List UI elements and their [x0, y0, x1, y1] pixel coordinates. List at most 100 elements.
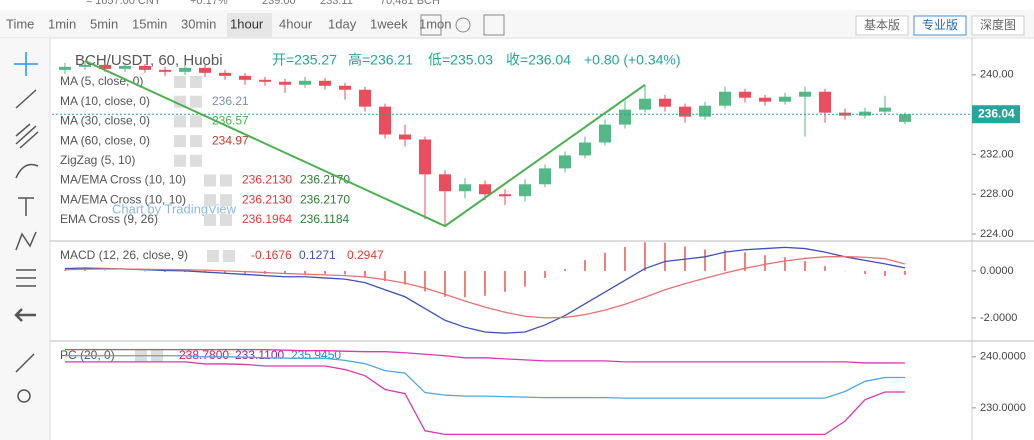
indicator-button[interactable]: [204, 194, 216, 207]
indicator-value: 236.1964: [242, 212, 292, 226]
indicator-button[interactable]: [204, 174, 216, 187]
y-tick-label: -2.0000: [980, 312, 1017, 324]
view-label: 基本版: [864, 18, 900, 32]
chart-title: BCH/USDT, 60, Huobi: [75, 52, 223, 69]
candle-body: [819, 91, 831, 113]
indicator-button[interactable]: [190, 115, 202, 128]
indicator-line: [65, 361, 906, 436]
indicator-button[interactable]: [207, 250, 219, 262]
tab[interactable]: 30min: [181, 16, 216, 31]
measure-tool[interactable]: [15, 353, 35, 373]
view-label: 专业版: [922, 17, 958, 32]
view-button[interactable]: [855, 15, 909, 36]
indicator-line: [65, 349, 906, 364]
indicator-value: 0.1271: [299, 248, 336, 262]
brush-tool[interactable]: [15, 163, 39, 179]
indicator-button[interactable]: [190, 76, 202, 88]
indicator-value: 236.2170: [300, 192, 350, 206]
indicator-line: [65, 355, 906, 399]
tab[interactable]: 4hour: [279, 16, 313, 31]
settings-icon[interactable]: [455, 17, 471, 33]
compare-icon[interactable]: [420, 14, 442, 36]
candle-body: [499, 194, 511, 197]
candle-body: [419, 139, 431, 175]
ohlc-legend: 收=236.04: [506, 52, 571, 68]
tab[interactable]: 1mon: [419, 16, 452, 31]
indicator-icon[interactable]: [483, 14, 505, 36]
zigzag-line: [84, 59, 646, 228]
prediction-tool[interactable]: [16, 269, 36, 287]
indicator-value: 236.21: [212, 94, 249, 108]
candle-body: [119, 65, 131, 69]
y-tick-label: 224.00: [980, 228, 1014, 240]
candle-body: [219, 72, 231, 76]
indicator-name: ZigZag (5, 10): [60, 153, 135, 167]
indicator-button[interactable]: [220, 174, 232, 187]
candle-body: [319, 80, 331, 86]
candle-body: [279, 81, 291, 85]
indicator-line: [64, 246, 906, 334]
tab[interactable]: 5min: [90, 16, 118, 31]
candle-body: [439, 174, 451, 192]
candle-body: [559, 155, 571, 169]
indicator-value: 0.2947: [347, 248, 384, 262]
last-price-tag: [972, 105, 1020, 124]
indicator-value: 236.2130: [242, 173, 292, 187]
indicator-button[interactable]: [190, 154, 202, 167]
candle-body: [679, 106, 691, 117]
indicator-button[interactable]: [174, 135, 186, 148]
indicator-value: 236.2130: [242, 192, 292, 206]
tab[interactable]: 1day: [328, 16, 357, 31]
candle-body: [579, 142, 591, 156]
indicator-name: MA/EMA Cross (10, 10): [60, 173, 186, 187]
last-price-label: 236.04: [978, 106, 1015, 120]
view-button[interactable]: [971, 15, 1025, 36]
tab[interactable]: 1week: [370, 16, 408, 31]
y-tick-label: 232.00: [980, 148, 1014, 160]
ohlc-legend: +0.80 (+0.34%): [584, 52, 681, 68]
zoom-tool[interactable]: [17, 389, 31, 403]
line-tool[interactable]: [15, 89, 37, 109]
indicator-button[interactable]: [174, 95, 186, 108]
tool-icons: [14, 52, 39, 403]
candle-body: [539, 168, 551, 185]
candle-body: [79, 64, 91, 67]
indicator-button[interactable]: [220, 213, 232, 226]
indicator-name: MA/EMA Cross (10, 10): [60, 192, 186, 206]
indicator-value: 236.57: [212, 114, 249, 128]
indicator-button[interactable]: [223, 250, 235, 262]
candle-body: [879, 107, 891, 112]
indicator-name: EMA Cross (9, 26): [60, 212, 158, 226]
pattern-tool[interactable]: [15, 231, 37, 251]
ohlc-legend: 高=236.21: [348, 52, 413, 68]
indicator-button[interactable]: [190, 135, 202, 148]
tab-active: [227, 13, 272, 37]
ticker-text: +0.17%: [190, 0, 228, 7]
indicator-button[interactable]: [190, 95, 202, 108]
candle-body: [139, 65, 151, 70]
back-tool[interactable]: [14, 308, 36, 322]
indicator-button[interactable]: [174, 154, 186, 167]
indicator-button[interactable]: [204, 213, 216, 226]
tab[interactable]: 1min: [48, 16, 76, 31]
view-button[interactable]: [913, 15, 967, 36]
indicator-name: MA (10, close, 0): [60, 94, 150, 108]
indicator-button[interactable]: [174, 76, 186, 88]
indicator-button[interactable]: [174, 115, 186, 128]
indicator-value: 236.1184: [300, 212, 349, 226]
crosshair-tool[interactable]: [14, 52, 38, 76]
candle-body: [779, 96, 791, 102]
tab[interactable]: 1hour: [230, 16, 264, 31]
ohlc-legend: 低=235.03: [428, 52, 493, 68]
fib-tool[interactable]: [15, 123, 39, 149]
y-tick-label: 228.00: [980, 188, 1014, 200]
candle-body: [299, 80, 311, 85]
tab[interactable]: 15min: [132, 16, 167, 31]
ticker-text: 70,481 BCH: [380, 0, 440, 7]
candle-body: [379, 106, 391, 135]
text-tool[interactable]: [18, 197, 34, 216]
candle-body: [699, 105, 711, 117]
view-label: 深度图: [980, 17, 1016, 32]
tab[interactable]: Time: [6, 16, 34, 31]
indicator-button[interactable]: [220, 194, 232, 207]
